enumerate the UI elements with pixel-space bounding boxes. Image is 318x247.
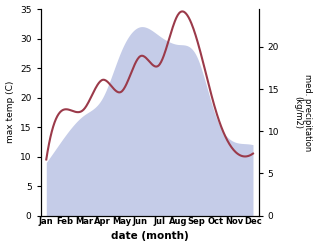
X-axis label: date (month): date (month) [111, 231, 189, 242]
Y-axis label: max temp (C): max temp (C) [5, 81, 15, 144]
Y-axis label: med. precipitation
(kg/m2): med. precipitation (kg/m2) [293, 74, 313, 151]
